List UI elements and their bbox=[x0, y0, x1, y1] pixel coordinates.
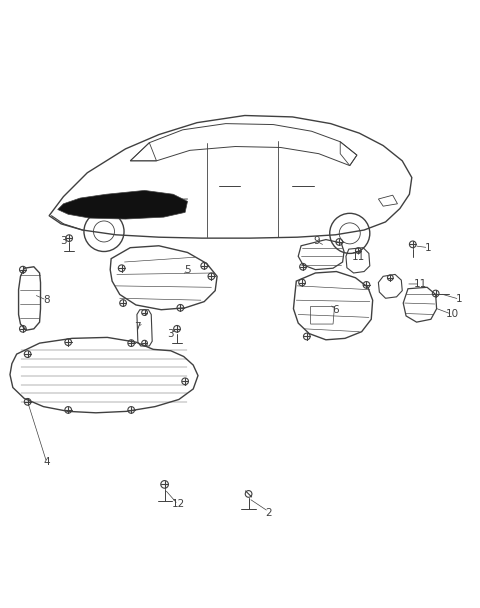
Text: 3: 3 bbox=[60, 236, 67, 246]
Text: 8: 8 bbox=[43, 295, 50, 305]
Text: 7: 7 bbox=[134, 322, 141, 332]
Text: 12: 12 bbox=[171, 499, 185, 510]
Text: 4: 4 bbox=[43, 457, 50, 468]
Text: 11: 11 bbox=[414, 279, 427, 289]
Text: 1: 1 bbox=[425, 243, 432, 253]
Text: 9: 9 bbox=[313, 236, 320, 246]
Text: 2: 2 bbox=[265, 508, 272, 518]
Text: 11: 11 bbox=[352, 252, 365, 262]
Text: 3: 3 bbox=[168, 328, 174, 339]
Text: 10: 10 bbox=[446, 309, 459, 319]
Text: 5: 5 bbox=[184, 264, 191, 275]
Polygon shape bbox=[58, 190, 188, 219]
Text: 1: 1 bbox=[456, 294, 463, 304]
Text: 6: 6 bbox=[332, 305, 339, 315]
